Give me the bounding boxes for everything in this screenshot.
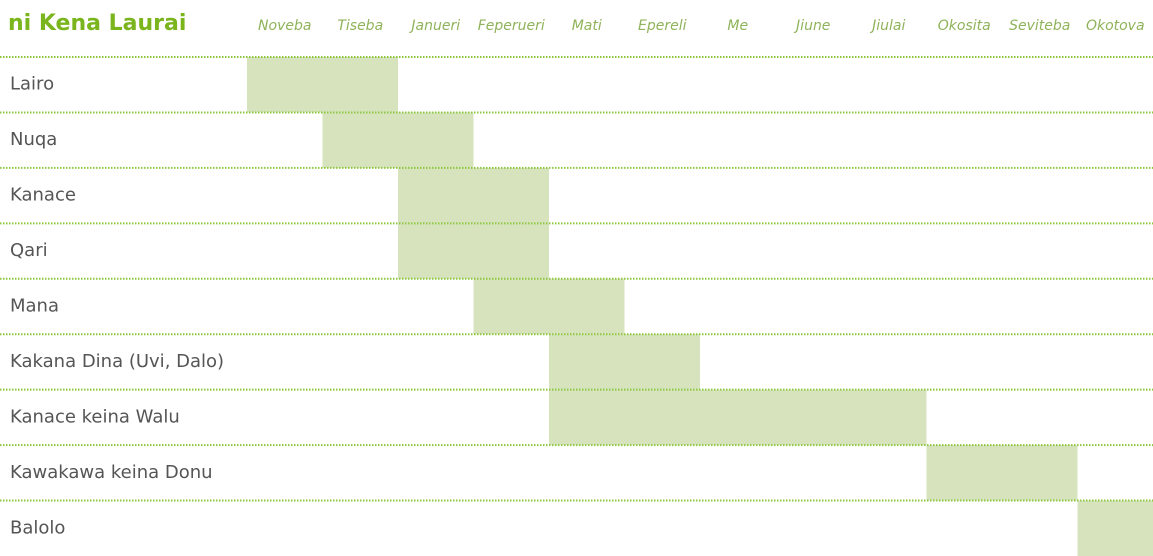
month-label: Noveba [258,18,311,34]
bar [1077,500,1153,556]
row-label: Qari [10,240,48,261]
month-label: Epereli [638,18,687,34]
row-label: Kawakawa keina Donu [10,462,213,483]
bar [247,57,398,113]
month-label: Tiseba [337,18,383,34]
bar [926,445,1078,501]
bar [473,278,625,335]
bar [549,389,927,446]
month-label: Feperueri [478,18,545,34]
bars [247,57,1153,556]
row-label: Balolo [10,517,65,538]
row-label: Mana [10,296,59,317]
month-label: Jiune [793,18,830,34]
month-label: Janueri [408,18,460,34]
month-label: Mati [572,18,602,34]
row-label: Nuqa [10,129,57,150]
month-label: Me [727,18,748,34]
bar [549,334,700,390]
row-label: Kakana Dina (Uvi, Dalo) [10,351,224,372]
chart-title: ni Kena Laurai [8,11,186,36]
row-label: Lairo [10,74,54,95]
bar [398,167,549,224]
month-label: Okotova [1086,18,1145,34]
month-label: Okosita [938,18,991,34]
row-label: Kanace [10,185,76,206]
bar [398,223,549,279]
month-label: Seviteba [1009,18,1070,34]
row-label: Kanace keina Walu [10,406,180,427]
month-label: Jiulai [869,18,905,34]
bar [322,112,474,168]
